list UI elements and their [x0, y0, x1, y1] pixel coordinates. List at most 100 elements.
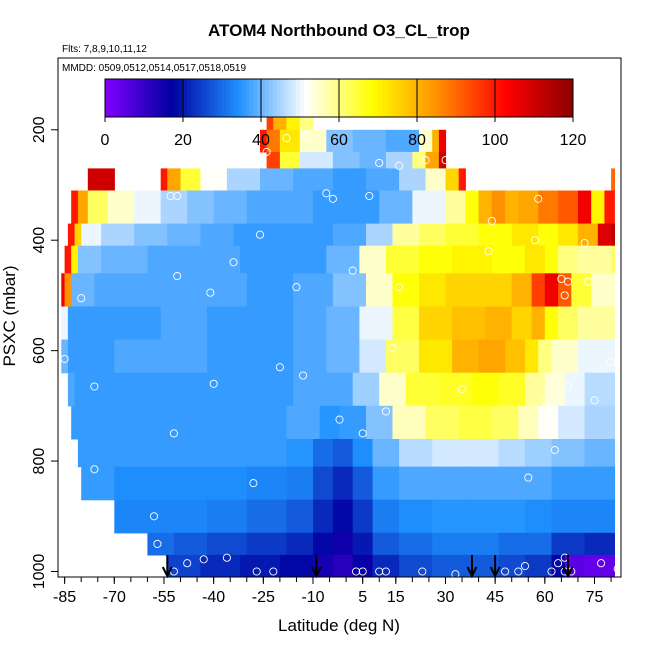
heat-cell	[101, 223, 135, 247]
colorbar-swatch	[440, 79, 445, 117]
colorbar-swatch	[315, 79, 320, 117]
heat-cell	[558, 223, 579, 247]
observation-point	[348, 266, 357, 275]
observation-point	[395, 161, 404, 170]
heat-cell	[213, 190, 248, 225]
colorbar-swatch	[432, 79, 437, 117]
observation-point	[421, 156, 430, 165]
colorbar-swatch	[424, 79, 430, 117]
heat-cell	[491, 190, 506, 225]
heat-cell	[432, 129, 440, 153]
colorbar-swatch	[241, 79, 246, 117]
heat-cell	[564, 372, 586, 407]
colorbar-swatch	[303, 79, 309, 117]
heat-cell	[458, 168, 466, 192]
observation-point	[358, 429, 367, 438]
heat-cell	[511, 306, 533, 341]
x-tick-label: -40	[202, 589, 225, 606]
heat-cell	[299, 129, 327, 153]
observation-point	[209, 379, 218, 388]
colorbar-swatch	[393, 79, 398, 117]
heat-cell	[207, 499, 248, 534]
observation-point	[547, 567, 556, 576]
heat-cell	[577, 190, 592, 225]
heat-cell	[385, 245, 420, 274]
colorbar-swatch	[296, 79, 301, 117]
heat-cell	[571, 273, 592, 307]
observation-point	[607, 357, 616, 366]
heat-cell	[286, 499, 314, 534]
colorbar-tick-label: 80	[408, 132, 426, 149]
heat-cell	[332, 466, 354, 501]
observation-point	[524, 473, 533, 482]
heat-cell	[551, 339, 579, 374]
colorbar-tick-label: 100	[482, 132, 509, 149]
x-tick-label: 30	[437, 589, 455, 606]
observation-point	[173, 191, 182, 201]
heat-cell	[147, 245, 195, 274]
colorbar-tick-label: 0	[101, 132, 110, 149]
observation-markers	[60, 131, 621, 577]
colorbar-swatch	[186, 79, 192, 117]
colorbar-swatch	[342, 79, 348, 117]
observation-point	[613, 564, 621, 573]
heat-cell	[279, 190, 314, 225]
heat-cell	[558, 405, 586, 440]
heat-cell	[385, 151, 413, 170]
y-axis: 1000 800 600 400 200	[31, 116, 58, 589]
colorbar-swatch	[530, 79, 535, 117]
colorbar-swatch	[167, 79, 172, 117]
heat-cell	[525, 466, 553, 501]
heat-cell	[207, 439, 248, 468]
heat-cell	[246, 405, 288, 440]
observation-point	[381, 407, 390, 416]
colorbar-swatch	[206, 79, 211, 117]
heat-cell	[491, 245, 526, 274]
colorbar-swatch	[331, 79, 336, 117]
colorbar-frame	[104, 78, 574, 118]
heat-cell	[399, 499, 433, 534]
colorbar-swatch	[218, 79, 223, 117]
colorbar-swatch	[526, 79, 531, 117]
observation-point	[418, 567, 427, 576]
colorbar-swatch	[124, 79, 129, 117]
heat-cell	[419, 273, 447, 307]
observation-point	[173, 272, 182, 281]
heat-cell	[432, 554, 466, 577]
heat-cell	[352, 466, 374, 501]
heat-cell	[385, 339, 420, 374]
heat-cell	[425, 151, 440, 170]
colorbar-swatch	[479, 79, 484, 117]
heat-cell	[260, 129, 268, 153]
heat-cell	[558, 190, 579, 225]
heat-cell	[458, 405, 493, 440]
chart-title: ATOM4 Northbound O3_CL_trop	[208, 21, 470, 40]
arrow-marker	[562, 555, 574, 579]
colorbar-swatch	[522, 79, 527, 117]
observation-point	[381, 567, 390, 576]
colorbar: 0 20 40 60 80 100 120	[101, 78, 586, 149]
colorbar-swatch	[253, 79, 258, 117]
observation-point	[90, 382, 99, 391]
observation-point	[229, 258, 238, 267]
heat-cell	[326, 245, 360, 274]
colorbar-swatch	[264, 79, 270, 117]
heat-cell	[577, 223, 599, 247]
heat-cell	[61, 306, 69, 341]
heat-cell	[597, 223, 612, 247]
heat-cell	[359, 151, 387, 170]
heat-cell	[313, 532, 334, 556]
heat-cell	[240, 245, 288, 274]
heat-cell	[518, 405, 539, 440]
heat-cell	[359, 245, 387, 274]
colorbar-swatch	[537, 79, 543, 117]
heat-cell	[299, 223, 334, 247]
colorbar-swatch	[116, 79, 122, 117]
heat-cell	[61, 273, 66, 307]
heat-cell	[134, 190, 162, 225]
observation-point	[487, 216, 496, 225]
colorbar-swatch	[249, 79, 254, 117]
heat-cell	[286, 532, 314, 556]
heat-cell	[173, 532, 208, 556]
y-tick-label: 400	[31, 227, 48, 254]
